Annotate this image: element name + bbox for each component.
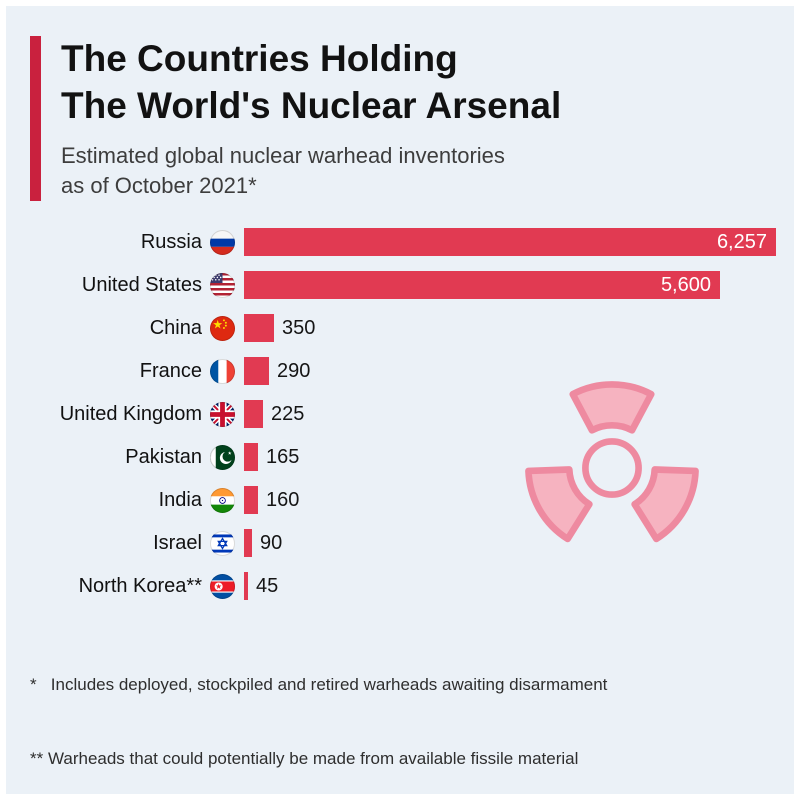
- accent-bar: [30, 36, 41, 201]
- flag-united-states-icon: [210, 272, 235, 298]
- chart-row-united-states: United States 5,600: [30, 264, 776, 307]
- footnote-1: * Includes deployed, stockpiled and reti…: [30, 674, 608, 694]
- bar-israel: [244, 529, 252, 558]
- bar-track: 165: [244, 443, 776, 472]
- value-label: 160: [266, 488, 300, 511]
- bar-track: 5,600: [244, 271, 776, 300]
- value-label: 165: [266, 445, 300, 468]
- bar-chart: Russia 6,257 United States 5,600 China 350 Fra…: [30, 221, 776, 608]
- flag-russia-icon: [210, 229, 235, 255]
- infographic-card: The Countries Holding The World's Nuclear…: [6, 6, 794, 794]
- country-label: Pakistan: [125, 445, 202, 468]
- chart-row-north-korea: North Korea** 45: [30, 565, 776, 608]
- chart-row-united-kingdom: United Kingdom 225: [30, 393, 776, 436]
- bar-india: [244, 486, 258, 515]
- bar-china: [244, 314, 274, 343]
- flag-france-icon: [210, 358, 235, 384]
- chart-row-israel: Israel 90: [30, 522, 776, 565]
- chart-row-china: China 350: [30, 307, 776, 350]
- header: The Countries Holding The World's Nuclear…: [30, 36, 776, 201]
- subtitle-line-2: as of October 2021*: [61, 172, 257, 198]
- bar-united-kingdom: [244, 400, 263, 429]
- value-label: 5,600: [660, 273, 711, 296]
- bar-track: 350: [244, 314, 776, 343]
- subtitle: Estimated global nuclear warhead invento…: [61, 141, 561, 200]
- country-label: United States: [81, 273, 202, 296]
- bar-track: 290: [244, 357, 776, 386]
- country-label: Russia: [140, 230, 202, 253]
- bar-track: 45: [244, 572, 776, 601]
- footnotes: * Includes deployed, stockpiled and reti…: [30, 624, 776, 794]
- value-label: 45: [256, 574, 279, 597]
- bar-track: 6,257: [244, 228, 776, 257]
- country-label: France: [139, 359, 202, 382]
- flag-china-icon: [210, 315, 235, 341]
- page-title: The Countries Holding The World's Nuclear…: [61, 36, 561, 129]
- flag-israel-icon: [210, 530, 235, 556]
- bar-track: 90: [244, 529, 776, 558]
- bar-track: 160: [244, 486, 776, 515]
- bar-north-korea: [244, 572, 248, 601]
- country-label: Israel: [153, 531, 202, 554]
- chart-row-india: India 160: [30, 479, 776, 522]
- flag-united-kingdom-icon: [210, 401, 235, 427]
- value-label: 225: [271, 402, 305, 425]
- value-label: 290: [277, 359, 311, 382]
- country-label: China: [149, 316, 202, 339]
- flag-north-korea-icon: [210, 573, 235, 599]
- country-label: United Kingdom: [59, 402, 202, 425]
- value-label: 6,257: [716, 230, 767, 253]
- bar-united-states: 5,600: [244, 271, 720, 300]
- title-line-1: The Countries Holding: [61, 38, 458, 79]
- titles: The Countries Holding The World's Nuclear…: [61, 36, 561, 201]
- chart-row-france: France 290: [30, 350, 776, 393]
- bar-france: [244, 357, 269, 386]
- chart-row-pakistan: Pakistan 165: [30, 436, 776, 479]
- chart-row-russia: Russia 6,257: [30, 221, 776, 264]
- country-label: North Korea**: [78, 574, 202, 597]
- bar-russia: 6,257: [244, 228, 776, 257]
- flag-india-icon: [210, 487, 235, 513]
- flag-pakistan-icon: [210, 444, 235, 470]
- bar-pakistan: [244, 443, 258, 472]
- footnote-2: ** Warheads that could potentially be ma…: [30, 748, 579, 768]
- subtitle-line-1: Estimated global nuclear warhead invento…: [61, 143, 505, 169]
- title-line-2: The World's Nuclear Arsenal: [61, 84, 562, 126]
- country-label: India: [158, 488, 202, 511]
- chart-rows: Russia 6,257 United States 5,600 China 350 Fra…: [30, 221, 776, 608]
- value-label: 90: [260, 531, 283, 554]
- value-label: 350: [282, 316, 316, 339]
- bar-track: 225: [244, 400, 776, 429]
